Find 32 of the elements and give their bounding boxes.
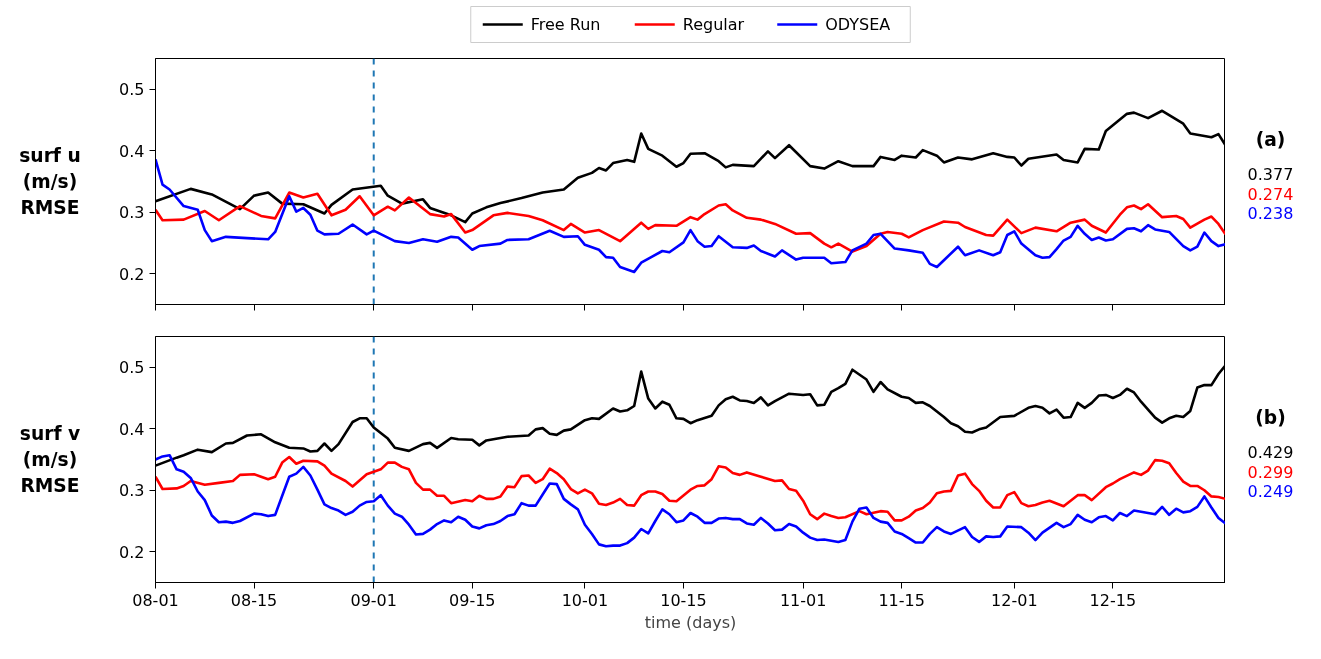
x-axis-title: time (days) bbox=[644, 612, 737, 632]
x-tick-label: 10-01 bbox=[561, 590, 609, 610]
y-tick-label: 0.4 bbox=[119, 141, 145, 161]
x-tick-label: 08-01 bbox=[132, 590, 179, 610]
x-tick-label: 08-15 bbox=[230, 590, 278, 610]
x-tick-label: 11-01 bbox=[779, 590, 827, 610]
legend-label: Regular bbox=[682, 15, 745, 34]
x-tick-label: 10-15 bbox=[660, 590, 707, 610]
y-tick-label: 0.2 bbox=[119, 264, 145, 284]
x-tick-label: 12-15 bbox=[1089, 590, 1137, 610]
x-tick-label: 12-01 bbox=[991, 590, 1038, 610]
y-tick-label: 0.5 bbox=[119, 80, 145, 100]
y-axis-title: surf u (m/s) RMSE bbox=[19, 144, 81, 219]
y-axis-title: surf v (m/s) RMSE bbox=[19, 422, 81, 497]
y-tick-label: 0.3 bbox=[119, 203, 145, 223]
text: 0.377 bbox=[1247, 165, 1294, 185]
x-tick-label: 09-15 bbox=[449, 590, 496, 610]
text: 0.249 bbox=[1247, 482, 1294, 502]
x-tick-label: 11-15 bbox=[878, 590, 925, 610]
legend-label: ODYSEA bbox=[825, 15, 891, 34]
y-tick-label: 0.3 bbox=[119, 481, 145, 501]
text: 0.429 bbox=[1247, 443, 1294, 463]
text: 0.274 bbox=[1247, 184, 1294, 204]
y-tick-label: 0.5 bbox=[119, 358, 145, 378]
x-tick-label: 09-01 bbox=[350, 590, 397, 610]
text: 0.238 bbox=[1247, 204, 1294, 224]
text: (a) bbox=[1255, 129, 1286, 151]
y-tick-label: 0.4 bbox=[119, 419, 145, 439]
legend-label: Free Run bbox=[530, 15, 601, 34]
text: 0.299 bbox=[1247, 462, 1294, 482]
y-tick-label: 0.2 bbox=[119, 542, 145, 562]
text: (b) bbox=[1255, 407, 1286, 429]
